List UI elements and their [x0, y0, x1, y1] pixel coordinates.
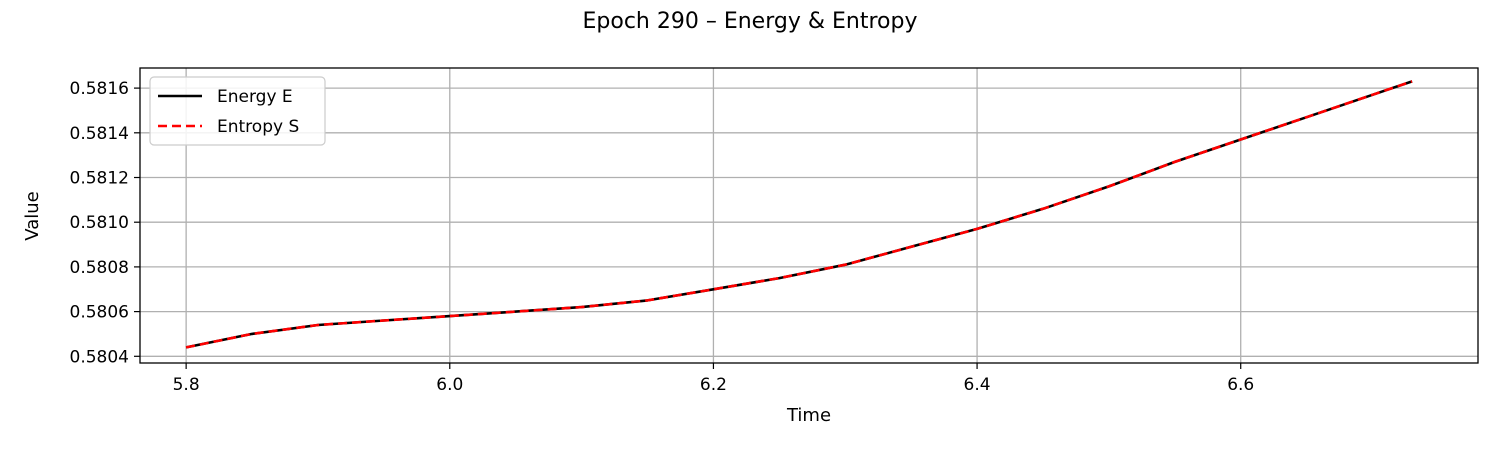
- chart-title: Epoch 290 – Energy & Entropy: [583, 9, 918, 34]
- x-tick-label: 6.0: [436, 375, 463, 395]
- legend-box: [149, 76, 326, 146]
- plot-frame: [139, 67, 1479, 364]
- y-axis-ticks: 0.5804 0.5806 0.5808 0.5810 0.5812 0.5814 0.58…: [70, 79, 140, 367]
- y-tick-label: 0.5816: [70, 79, 129, 99]
- legend-label-entropy: Entropy S: [217, 117, 299, 137]
- y-tick-label: 0.5814: [70, 124, 129, 144]
- legend: Energy E Entropy S: [149, 76, 326, 146]
- x-tick-label: 6.6: [1227, 375, 1254, 395]
- series-line-1: [185, 80, 1413, 349]
- y-tick-label: 0.5810: [70, 213, 129, 233]
- grid: [140, 68, 1478, 363]
- y-tick-label: 0.5804: [70, 347, 129, 367]
- x-axis-label: Time: [786, 405, 831, 426]
- legend-label-energy: Energy E: [217, 87, 293, 107]
- series-layer: [185, 80, 1413, 349]
- y-tick-label: 0.5806: [70, 303, 129, 323]
- y-tick-label: 0.5808: [70, 258, 129, 278]
- x-axis-ticks: 5.8 6.0 6.2 6.4 6.6: [173, 363, 1254, 395]
- x-tick-label: 6.4: [964, 375, 991, 395]
- x-tick-label: 5.8: [173, 375, 200, 395]
- x-tick-label: 6.2: [700, 375, 727, 395]
- y-tick-label: 0.5812: [70, 169, 129, 189]
- y-axis-label: Value: [22, 191, 43, 240]
- series-line-0: [185, 80, 1413, 349]
